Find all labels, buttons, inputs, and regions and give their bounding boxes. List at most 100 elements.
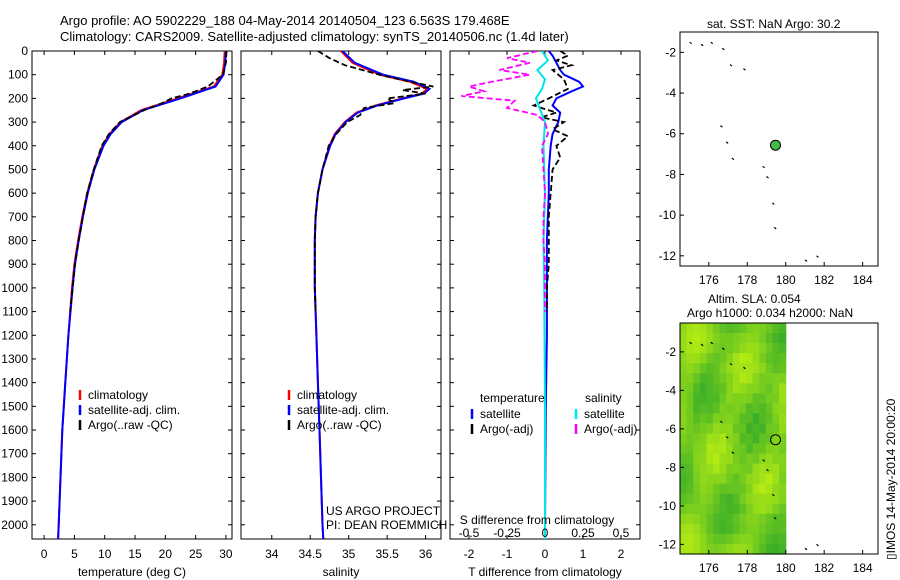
series-line-salinity-0: [313, 51, 430, 539]
sla-cell: [686, 333, 694, 344]
series-line-differences-2: [534, 51, 550, 539]
sla-cell: [732, 383, 741, 394]
coast-speck-sla_map: [729, 362, 733, 366]
sla-cell: [706, 323, 714, 334]
sla-cell: [765, 463, 774, 475]
sla-cell: [706, 503, 714, 515]
y-tick-label: 1600: [1, 423, 28, 437]
sla-cell: [739, 433, 747, 445]
sst-map-title: sat. SST: NaN Argo: 30.2: [707, 17, 841, 31]
sla-cell: [713, 403, 721, 414]
sla-cell: [719, 483, 727, 495]
sla-cell: [759, 493, 767, 505]
sla-cell: [732, 533, 741, 545]
sla-cell: [680, 473, 688, 485]
coast-speck-sla_map: [720, 420, 723, 424]
sla-cell: [699, 403, 707, 414]
sla-cell: [732, 373, 741, 384]
sla-cell: [732, 413, 741, 424]
sla-cell: [779, 493, 787, 505]
sla-cell: [699, 453, 707, 465]
map-x-tick-label-sla_map: 182: [814, 561, 834, 575]
float-marker-sst_map: [770, 139, 782, 151]
sla-cell: [719, 463, 727, 475]
sla-cell: [719, 413, 727, 424]
x-tick-label-differences: -1: [502, 547, 513, 561]
sla-cell: [772, 333, 780, 344]
sla-cell: [765, 473, 774, 485]
sla-cell: [779, 353, 787, 364]
legend-label-diff-3: Argo(-adj): [584, 422, 637, 436]
sla-cell: [726, 343, 734, 354]
sla-cell: [739, 493, 747, 505]
sla-cell: [680, 323, 688, 334]
sla-cell: [752, 323, 760, 334]
sla-cell: [772, 433, 780, 445]
coast-speck-sla_map: [762, 459, 766, 462]
sla-cell: [779, 523, 787, 535]
sla-cell: [686, 323, 694, 334]
sla-cell: [699, 423, 707, 434]
sla-cell: [680, 544, 688, 555]
sla-cell: [739, 393, 747, 404]
panel-frame-temperature: [31, 50, 233, 540]
sla-cell: [732, 523, 741, 535]
sla-cell: [765, 363, 774, 374]
series-line-salinity-1: [313, 51, 432, 539]
sla-cell: [752, 544, 760, 555]
sla-cell: [706, 483, 714, 495]
sla-cell: [765, 513, 774, 525]
sla-cell: [739, 544, 747, 555]
sla-cell: [779, 544, 787, 555]
sla-cell: [686, 493, 694, 505]
sla-cell: [752, 503, 760, 515]
top-tick-label: 0.5: [613, 526, 630, 540]
sla-cell: [772, 393, 780, 404]
sla-cell: [759, 443, 767, 455]
sla-cell: [686, 453, 694, 465]
sla-cell: [726, 423, 734, 434]
x-tick-label-temperature: 30: [219, 547, 233, 561]
sla-cell: [693, 453, 701, 465]
x-tick-label-temperature: 25: [189, 547, 203, 561]
sla-cell: [686, 413, 694, 424]
sla-cell: [772, 423, 780, 434]
sla-cell: [746, 473, 754, 485]
sla-cell: [772, 523, 780, 535]
legend-label-diff-2: satellite: [584, 407, 625, 421]
sla-cell: [726, 383, 734, 394]
sla-cell: [732, 323, 741, 334]
sla-cell: [739, 513, 747, 525]
sla-cell: [693, 343, 701, 354]
sla-cell: [739, 353, 747, 364]
sla-cell: [765, 393, 774, 404]
sla-cell: [765, 343, 774, 354]
sla-cell: [719, 453, 727, 465]
series-group-salinity: [313, 51, 434, 539]
sla-cell: [719, 533, 727, 545]
sla-cell: [719, 363, 727, 374]
sla-cell: [739, 403, 747, 414]
sla-cell: [686, 433, 694, 445]
sla-cell: [779, 463, 787, 475]
sla-cell: [772, 373, 780, 384]
sla-cell: [752, 363, 760, 374]
sla-cell: [752, 353, 760, 364]
legend-label-salinity-2: Argo(..raw -QC): [297, 418, 382, 432]
sla-cell: [719, 523, 727, 535]
series-group-differences: [461, 51, 585, 539]
sla-cell: [699, 473, 707, 485]
sla-cell: [765, 544, 774, 555]
y-tick-label: 1400: [1, 376, 28, 390]
coast-speck-sst_map: [804, 259, 808, 262]
top-tick-label: -0.25: [493, 526, 521, 540]
sla-cell: [726, 523, 734, 535]
sla-cell: [752, 493, 760, 505]
sla-cell: [680, 353, 688, 364]
sla-cell: [699, 443, 707, 455]
sla-cell: [732, 403, 741, 414]
sla-cell: [693, 423, 701, 434]
sla-cell: [706, 363, 714, 374]
x-tick-label-salinity: 34: [265, 547, 279, 561]
annotation-pi: PI: DEAN ROEMMICH: [326, 518, 447, 532]
